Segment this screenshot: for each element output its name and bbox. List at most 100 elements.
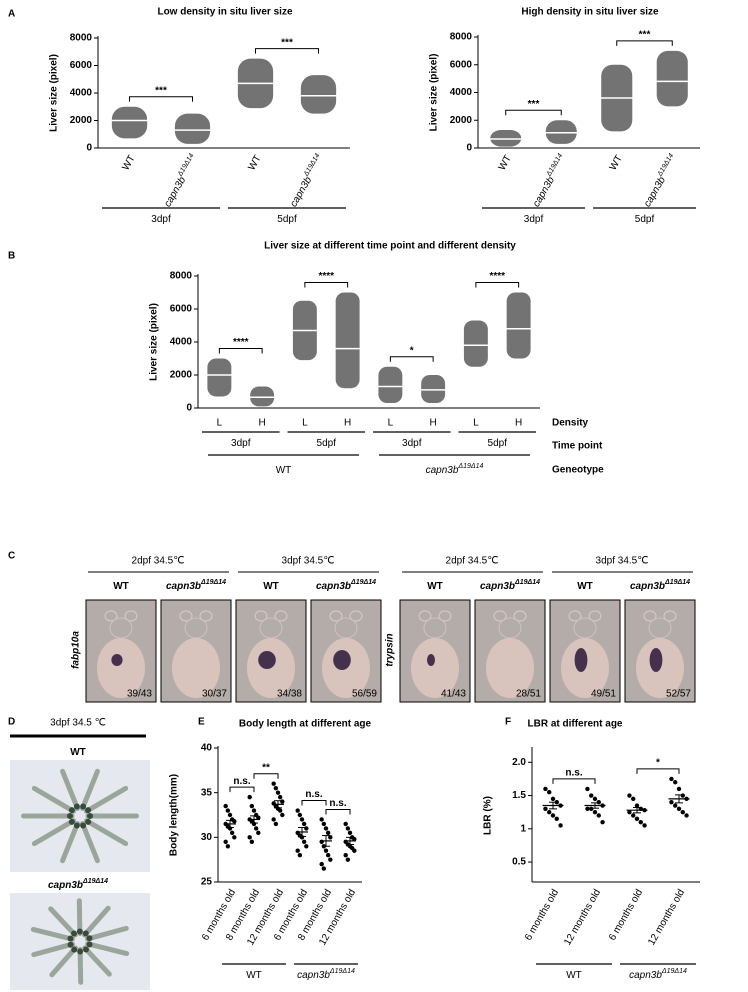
significance-label: * <box>656 758 660 769</box>
x-tick-label-text: 6 months old <box>607 887 645 942</box>
data-point <box>249 803 255 809</box>
significance-label: **** <box>233 337 249 348</box>
significance-label: n.s. <box>565 768 582 779</box>
count-label: 28/51 <box>516 689 541 700</box>
data-point <box>627 793 632 798</box>
row-title: Geneotype <box>552 465 604 476</box>
fish-head <box>73 822 80 829</box>
count-label: 30/37 <box>202 689 227 700</box>
data-point <box>627 809 632 815</box>
photo-label-text: WT <box>70 747 86 758</box>
fish <box>48 906 78 938</box>
y-tick-label: 30 <box>201 832 213 843</box>
dot-cloud <box>378 366 403 404</box>
y-axis-label: Liver size (pixel) <box>149 303 160 381</box>
fish-head <box>71 930 78 937</box>
data-point <box>229 830 235 836</box>
data-point <box>299 817 305 822</box>
fish <box>79 768 100 811</box>
x-tick-label: L <box>302 418 308 429</box>
fish-head <box>85 807 92 814</box>
fish-head <box>82 946 89 953</box>
larva-eye <box>349 610 363 622</box>
data-point <box>295 848 300 853</box>
significance-label: * <box>410 345 414 356</box>
fish-head <box>82 930 89 937</box>
data-point <box>343 853 348 858</box>
group-label: capn3bΔ19Δ14 <box>297 968 355 980</box>
significance-label: n.s. <box>329 798 346 809</box>
y-tick-label: 4000 <box>450 87 473 98</box>
gene-label: fabp10a <box>71 631 82 669</box>
chart-title: Body length at different age <box>239 719 372 730</box>
data-point <box>600 819 605 825</box>
data-point <box>669 800 674 805</box>
fish-head <box>77 948 84 955</box>
data-point <box>345 826 351 831</box>
panel-label: D <box>8 717 15 728</box>
data-point <box>543 786 548 792</box>
group-label: 5dpf <box>317 438 337 449</box>
data-point <box>253 826 259 831</box>
condition-header: 2dpf 34.5℃ <box>446 556 499 567</box>
larva-eye <box>179 610 193 622</box>
fish <box>77 946 84 985</box>
larva-eye <box>254 610 268 622</box>
photo-label-text: capn3b <box>48 880 83 891</box>
fish-head <box>67 813 73 819</box>
x-tick-label-text: WT <box>607 153 624 172</box>
genotype-label-superscript: Δ19Δ14 <box>514 579 540 586</box>
group-label-text: 3dpf <box>151 214 171 225</box>
data-point <box>328 857 333 862</box>
group-label: 5dpf <box>488 438 508 449</box>
fish <box>31 818 77 847</box>
panel-label: E <box>198 717 205 728</box>
data-point <box>275 790 281 795</box>
genotype-label-superscript: Δ19Δ14 <box>200 579 226 586</box>
chart-title: High density in situ liver size <box>521 7 659 18</box>
data-point <box>352 836 357 842</box>
dot-cloud <box>421 375 446 404</box>
chart-title: Low density in situ liver size <box>157 7 292 18</box>
condition-header: 3dpf 34.5℃ <box>596 556 649 567</box>
count-label: 41/43 <box>441 689 466 700</box>
larva-eye <box>663 610 677 622</box>
group-label: 3dpf <box>524 214 544 225</box>
y-tick-label: 6000 <box>70 60 93 71</box>
x-tick-label-text: capn3b <box>162 175 188 209</box>
group-label-text: capn3b <box>629 970 662 981</box>
fish <box>60 768 81 811</box>
fish-head <box>86 935 93 942</box>
fish <box>85 941 130 957</box>
data-point <box>277 808 283 813</box>
genotype-label-superscript: Δ19Δ14 <box>664 579 690 586</box>
genotype-label: capn3bΔ19Δ14 <box>166 579 226 591</box>
larva-eye <box>104 610 118 622</box>
larva-yolk <box>172 638 220 698</box>
data-point <box>271 817 276 822</box>
larva-yolk <box>411 638 459 698</box>
significance-bracket <box>255 48 319 54</box>
larva-eye <box>643 610 657 622</box>
count-label: 56/59 <box>352 689 377 700</box>
x-tick-label: H <box>515 418 522 429</box>
x-tick-label: 6 months old <box>523 887 561 942</box>
y-tick-label: 0 <box>86 143 92 154</box>
count-label: 49/51 <box>591 689 616 700</box>
data-point <box>225 844 231 849</box>
row-title: Density <box>552 418 589 429</box>
group-label-text: WT <box>566 970 582 981</box>
significance-bracket <box>129 96 193 102</box>
x-tick-label: WT <box>120 153 137 172</box>
y-tick-label: 0.5 <box>512 857 526 868</box>
data-point <box>280 799 285 804</box>
genotype-label: capn3bΔ19Δ14 <box>630 579 690 591</box>
larva-eye <box>274 610 288 622</box>
x-tick-label-text: capn3b <box>288 175 314 209</box>
y-tick-label: 4000 <box>70 88 93 99</box>
x-tick-label-text: WT <box>246 153 263 172</box>
panel-label: B <box>8 251 15 262</box>
x-tick-label: WT <box>496 153 513 172</box>
x-tick-label-text: WT <box>120 153 137 172</box>
